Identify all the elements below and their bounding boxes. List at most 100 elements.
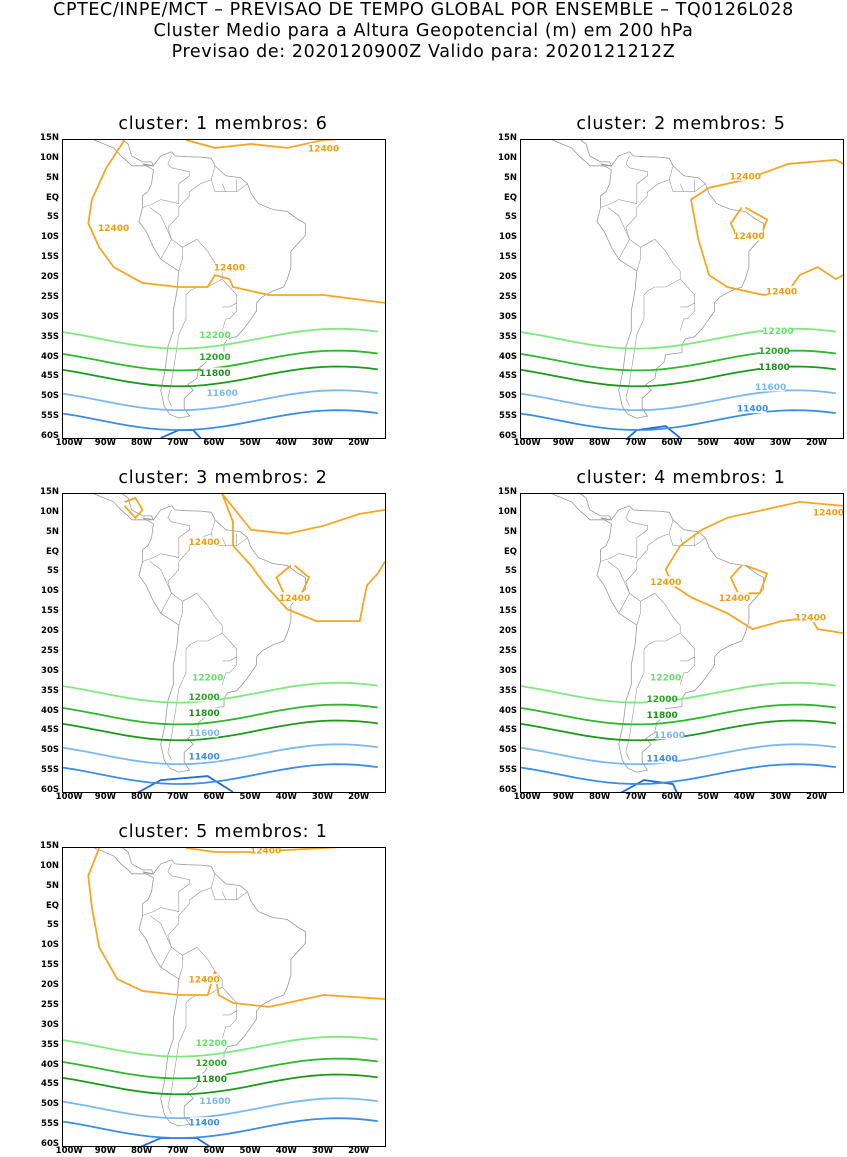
contour-line: [521, 703, 836, 726]
figure-header: CPTEC/INPE/MCT – PREVISAO DE TEMPO GLOBA…: [0, 0, 847, 63]
contour-label: 12400: [279, 594, 310, 604]
longitude-tick-label: 20W: [348, 1146, 370, 1156]
contour-label-bg: [763, 325, 792, 336]
map-plot: 12400 12400 12400 12400 12200 12000 11800 11600…: [520, 493, 844, 793]
latitude-tick-label: 10S: [499, 586, 517, 597]
latitude-tick-label: 15N: [498, 487, 517, 497]
contour-label: 11800: [646, 711, 677, 721]
contour-line: [123, 496, 144, 520]
contour-line: [185, 140, 340, 149]
longitude-tick-label: 20W: [348, 792, 370, 802]
contour-label-bg: [796, 612, 825, 623]
contour-line: [63, 327, 378, 350]
latitude-tick-label: 40S: [41, 351, 59, 362]
latitude-tick-label: 30S: [499, 665, 517, 676]
contour-label: 12400: [214, 264, 245, 274]
south-america-coastline: [596, 505, 764, 773]
longitude-tick-label: 90W: [94, 438, 117, 448]
contour-label-bg: [251, 848, 280, 855]
contour-line: [690, 158, 843, 276]
contour-label: 12400: [733, 232, 764, 242]
map-svg: 12400 12400 12400 12200 12000 11800 11600 11400: [521, 140, 843, 438]
contour-label-bg: [197, 1073, 226, 1084]
longitude-tick-label: 60W: [661, 792, 683, 802]
latitude-tick-label: 5S: [46, 212, 59, 223]
latitude-tick-label: 30S: [41, 311, 59, 322]
latitude-tick-label: 20S: [499, 626, 517, 637]
latitude-tick-label: 55S: [499, 411, 517, 422]
country-border: [221, 278, 237, 308]
contour-label-bg: [208, 387, 237, 398]
longitude-tick-label: 80W: [130, 1146, 153, 1156]
latitude-tick-label: EQ: [503, 546, 517, 557]
contour-label: 12400: [650, 578, 681, 588]
country-border: [189, 165, 216, 192]
contour-line: [63, 743, 378, 766]
central-america-coastline: [93, 140, 155, 167]
contour-line: [63, 349, 378, 372]
latitude-tick-label: 20S: [41, 272, 59, 283]
south-america-coastline: [138, 151, 306, 419]
longitude-tick-label: 50W: [697, 792, 719, 802]
country-border: [149, 207, 172, 260]
contour-label-bg: [738, 403, 767, 414]
contour-label: 12000: [188, 693, 219, 703]
latitude-tick-label: 10N: [40, 152, 59, 163]
contour-line: [137, 775, 234, 792]
contour-label: 12400: [98, 224, 129, 234]
country-border: [149, 561, 172, 614]
latitude-tick-label: 20S: [41, 980, 59, 991]
latitude-tick-label: 5S: [504, 212, 517, 223]
latitude-tick-label: 50S: [41, 745, 59, 756]
country-border: [221, 891, 227, 900]
country-border: [640, 238, 681, 288]
latitude-tick-label: 15S: [499, 252, 517, 263]
country-border: [160, 863, 190, 912]
country-border: [211, 179, 248, 192]
contour-line: [63, 703, 378, 726]
latitude-tick-label: 10N: [498, 506, 517, 517]
longitude-tick-label: 90W: [94, 792, 117, 802]
contour-label: 12400: [250, 848, 281, 856]
longitude-tick-label: 40W: [275, 1146, 297, 1156]
country-border: [679, 656, 695, 685]
contour-label-bg: [760, 361, 789, 372]
longitude-tick-label: 20W: [806, 438, 828, 448]
longitude-tick-label: 90W: [94, 1146, 117, 1156]
contour-label-bg: [190, 1117, 219, 1128]
map-svg: 12400 12400 12200 12000 11800 11600 11400: [63, 494, 385, 792]
south-america-coastline: [138, 505, 306, 773]
contour-label: 12200: [196, 1039, 227, 1049]
south-america-coastline: [138, 859, 306, 1127]
contour-label: 12400: [795, 614, 826, 624]
country-border: [182, 592, 223, 642]
country-border: [167, 191, 190, 272]
contour-label-bg: [648, 693, 677, 704]
latitude-tick-label: 40S: [41, 705, 59, 716]
latitude-tick-label: 5N: [45, 526, 59, 537]
longitude-tick-label: 40W: [733, 438, 755, 448]
longitude-tick-label: 80W: [588, 438, 611, 448]
contour-label: 11400: [188, 1119, 219, 1129]
latitude-tick-label: 15N: [498, 133, 517, 143]
latitude-tick-label: 25S: [41, 999, 59, 1010]
contour-label: 12200: [199, 331, 230, 341]
map-plot: 12400 12400 12200 12000 11800 11600 11400: [62, 493, 386, 793]
panel-title: cluster: 5 membros: 1: [118, 822, 328, 842]
contour-line: [63, 763, 378, 785]
latitude-tick-label: 40S: [499, 351, 517, 362]
longitude-tick-label: 50W: [697, 438, 719, 448]
country-border: [600, 199, 619, 208]
country-border: [221, 656, 237, 685]
contour-line: [521, 409, 836, 431]
latitude-tick-label: 50S: [499, 745, 517, 756]
latitude-tick-label: 10S: [41, 940, 59, 951]
country-border: [607, 207, 630, 260]
country-border: [221, 986, 237, 1016]
header-line-2: Cluster Medio para a Altura Geopotencial…: [153, 21, 694, 41]
country-border: [142, 199, 161, 208]
contour-line: [708, 266, 843, 296]
latitude-tick-label: 40S: [41, 1059, 59, 1070]
contour-label-bg: [190, 691, 219, 702]
country-border: [625, 191, 648, 272]
